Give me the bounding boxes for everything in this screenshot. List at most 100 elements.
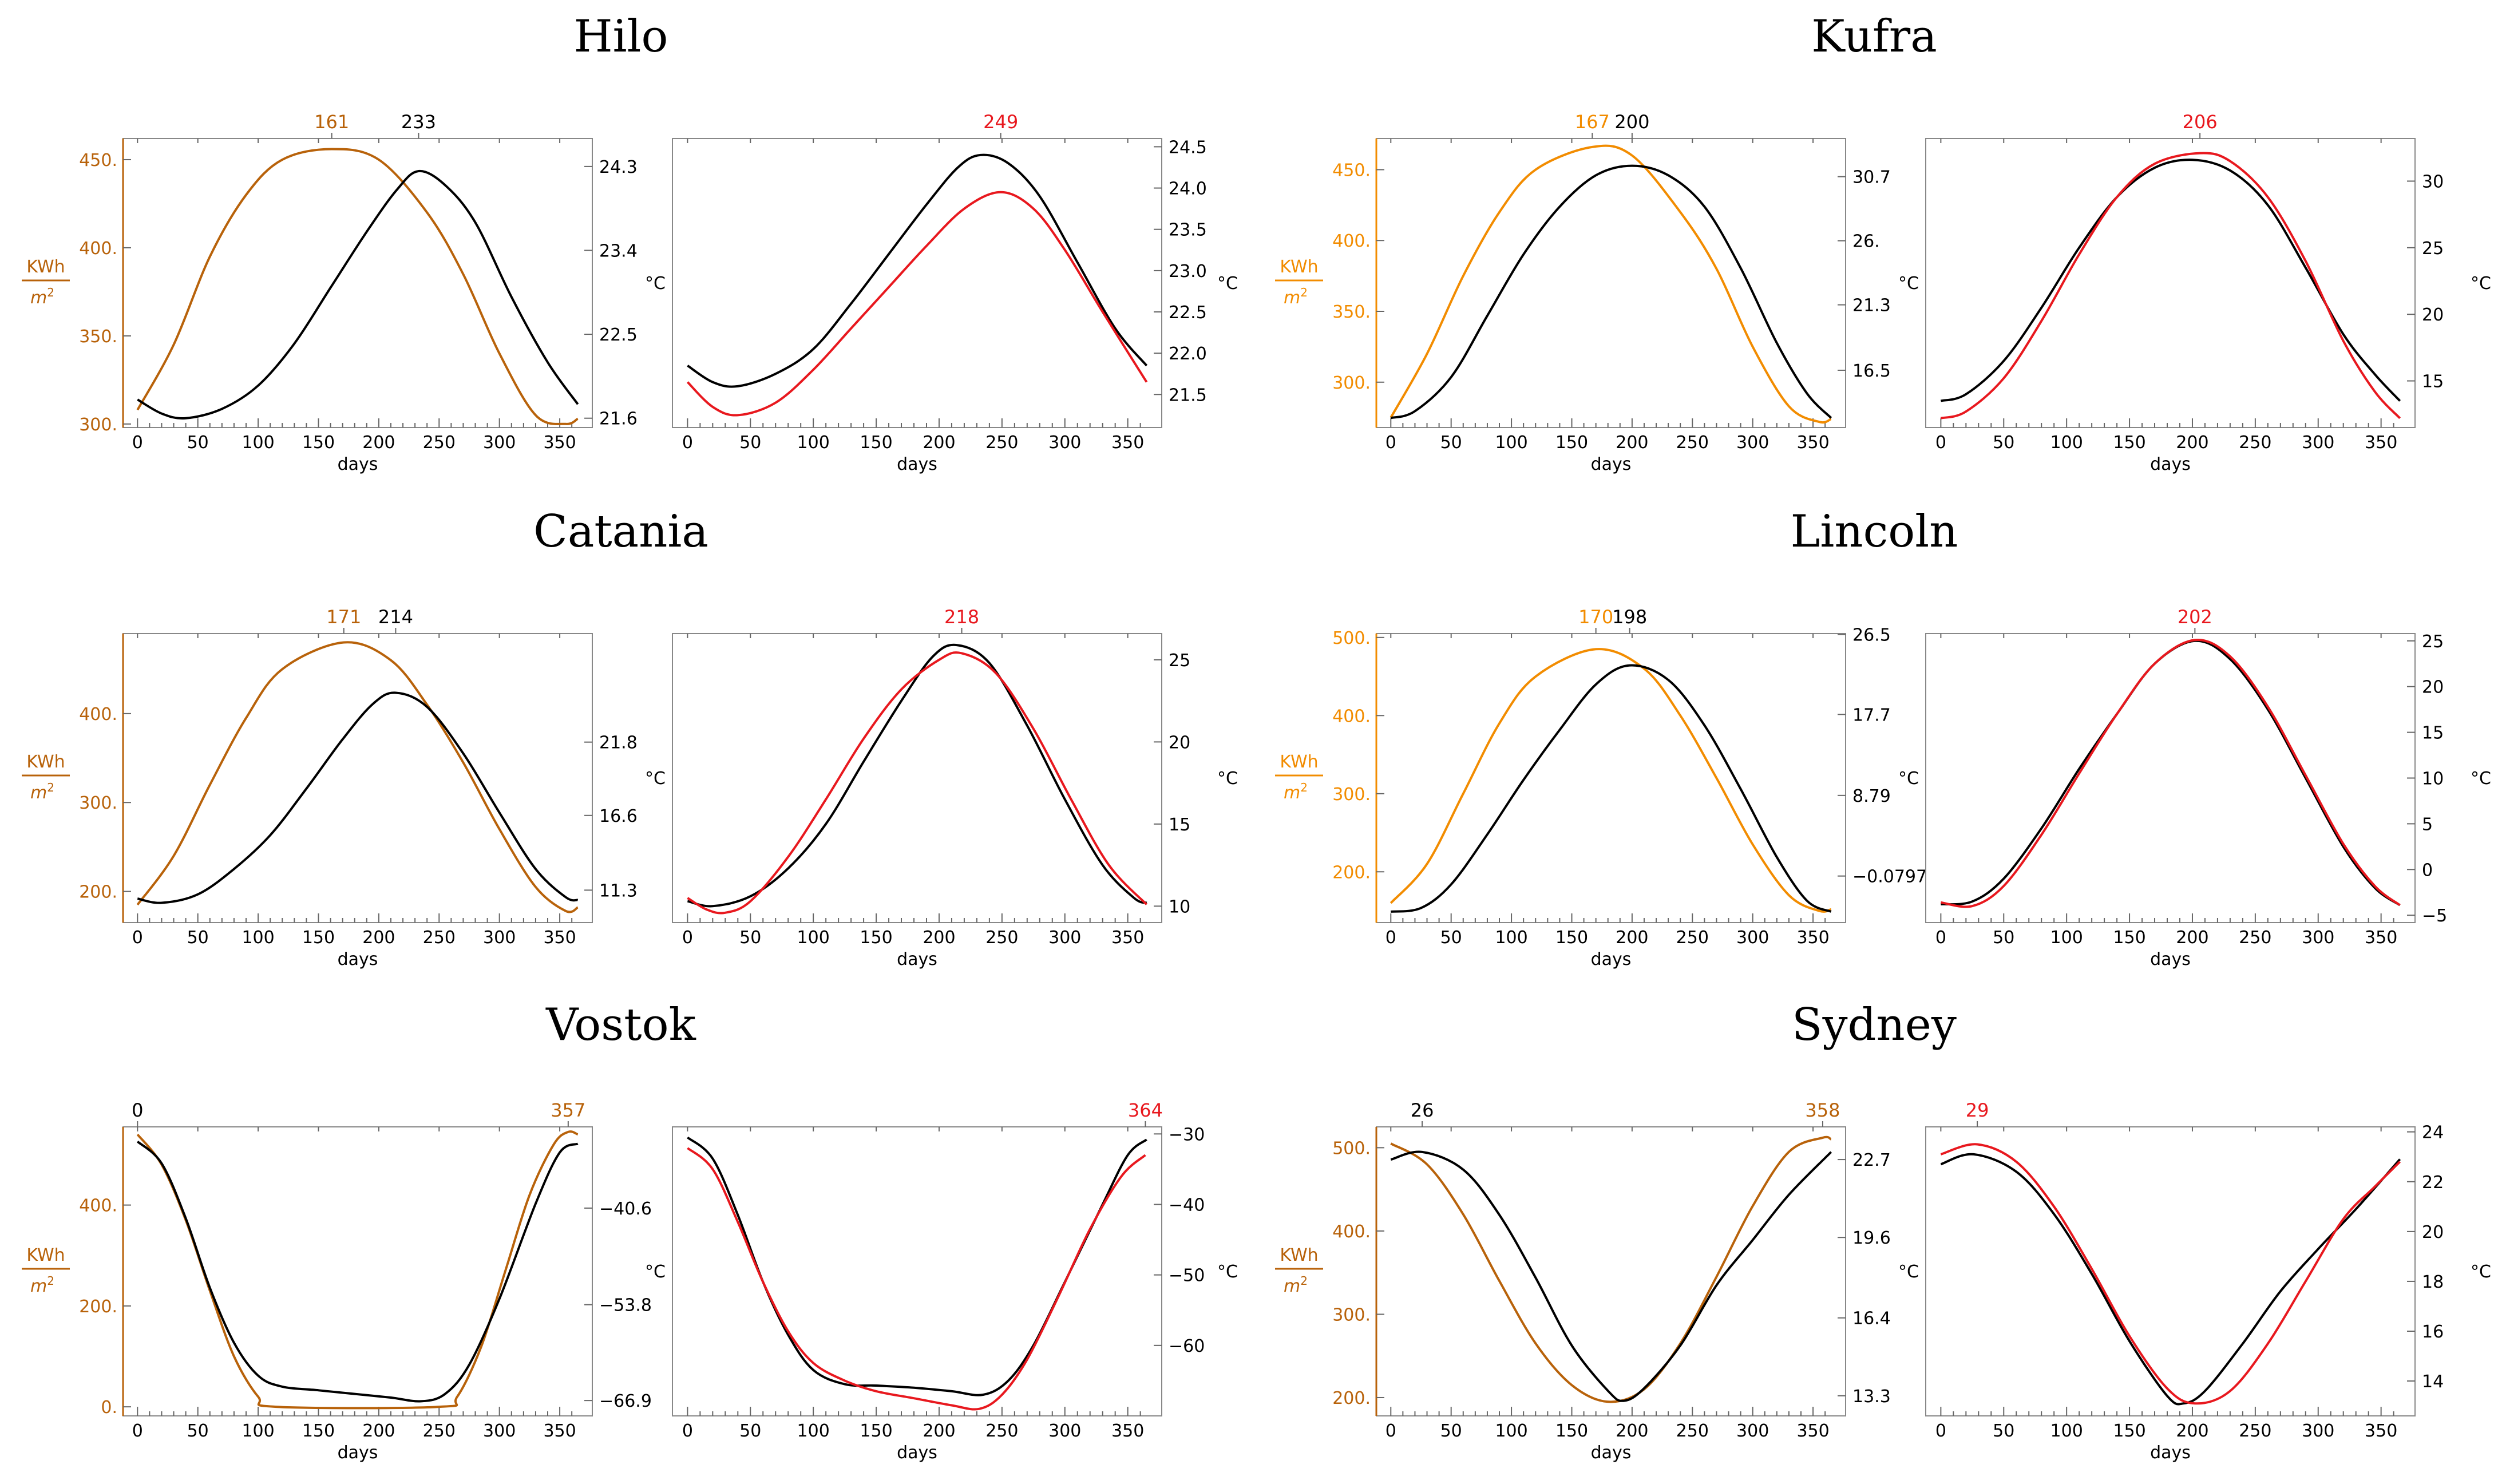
plot-frame (672, 633, 1162, 923)
y-unit-label: °C (2471, 1262, 2491, 1282)
y-unit-label: °C (1217, 274, 1238, 294)
y-unit-label: °C (2471, 274, 2491, 294)
y-tick-label: 15 (2422, 372, 2444, 392)
x-tick-label: 250 (2239, 1421, 2271, 1441)
x-tick-label: 200 (1616, 433, 1648, 453)
y1-unit-denominator: m2 (1284, 781, 1308, 803)
peak-day-label: 206 (2183, 111, 2218, 133)
x-tick-label: 300 (2302, 1421, 2334, 1441)
y2-tick-label: 16.5 (1852, 361, 1891, 381)
y-tick-label: 15 (2422, 723, 2444, 743)
x-tick-label: 150 (302, 433, 335, 453)
peak-day-label: 171 (326, 606, 361, 628)
irradiance-temperature-chart: 0 50 100 150 200 250 300 350 days 300. 350. 400. 450… (22, 111, 666, 474)
irradiance-temperature-chart: 0 50 100 150 200 250 300 350 days 300. 350. 400. 450… (1275, 111, 1919, 474)
y-tick-label: 24.5 (1169, 137, 1207, 157)
y2-tick-label: 24.3 (599, 157, 638, 177)
x-tick-label: 100 (1495, 928, 1527, 948)
x-tick-label: 300 (1048, 1421, 1081, 1441)
y1-unit-numerator: KWh (26, 257, 65, 277)
x-tick-label: 0 (1385, 1421, 1396, 1441)
temperature-model-chart: 0 50 100 150 200 250 300 350 days 10 15 20 25 °C 218 (672, 606, 1238, 969)
x-tick-label: 150 (1555, 1421, 1588, 1441)
x-tick-label: 0 (1935, 1421, 1946, 1441)
peak-day-label: 0 (132, 1099, 143, 1121)
y-tick-label: 22.0 (1169, 344, 1207, 364)
y2-unit-label: °C (1898, 274, 1919, 294)
peak-day-label: 29 (1966, 1099, 1989, 1121)
irradiance-temperature-chart: 0 50 100 150 200 250 300 350 days 200. 300. 400. 500… (1275, 606, 1927, 969)
x-tick-label: 150 (1555, 433, 1588, 453)
y1-tick-label: 350. (1332, 302, 1371, 322)
y2-unit-label: °C (1898, 769, 1919, 789)
plot-frame (122, 138, 593, 428)
city-title: Hilo (574, 11, 668, 62)
y1-tick-label: 0. (101, 1398, 117, 1418)
peak-day-label: 364 (1128, 1099, 1163, 1121)
y1-tick-label: 400. (1332, 1222, 1371, 1242)
x-tick-label: 300 (1048, 928, 1081, 948)
x-tick-label: 0 (1385, 928, 1396, 948)
x-tick-label: 100 (2050, 1421, 2083, 1441)
city-panel-hilo: Hilo 0 50 100 150 200 250 300 350 days 300. 350. 400… (22, 11, 1238, 474)
y-tick-label: 21.5 (1169, 385, 1207, 405)
temperature-line (1390, 1150, 1832, 1402)
x-tick-label: 350 (2365, 433, 2397, 453)
y-unit-label: °C (1217, 769, 1238, 789)
y2-tick-label: 21.3 (1852, 296, 1891, 316)
x-axis-label: days (897, 1443, 937, 1463)
x-axis-label: days (338, 1443, 378, 1463)
y1-tick-label: 450. (79, 151, 117, 171)
temperature-line (137, 169, 579, 420)
x-tick-label: 50 (1993, 1421, 2014, 1441)
y-tick-label: 22.5 (1169, 303, 1207, 323)
y1-unit-numerator: KWh (1280, 257, 1318, 277)
x-tick-label: 200 (362, 433, 395, 453)
x-tick-label: 100 (2050, 433, 2083, 453)
city-title: Lincoln (1791, 506, 1958, 557)
x-tick-label: 300 (1736, 928, 1769, 948)
temperature-line (1391, 664, 1832, 913)
x-tick-label: 150 (302, 1421, 335, 1441)
peak-day-label: 161 (314, 111, 349, 133)
y-tick-label: −5 (2422, 906, 2447, 926)
x-tick-label: 50 (739, 928, 761, 948)
x-tick-label: 0 (682, 433, 693, 453)
x-tick-label: 300 (483, 1421, 516, 1441)
y2-tick-label: −0.0797 (1852, 867, 1927, 887)
y-tick-label: 0 (2422, 860, 2433, 880)
x-axis-label: days (2150, 454, 2191, 474)
x-tick-label: 350 (1796, 928, 1829, 948)
y2-tick-label: 11.3 (599, 881, 638, 901)
y-tick-label: 24.0 (1169, 179, 1207, 199)
x-tick-label: 250 (1676, 433, 1709, 453)
peak-day-label: 357 (551, 1099, 585, 1121)
peak-day-label: 200 (1614, 111, 1649, 133)
y-tick-label: 24 (2422, 1123, 2444, 1143)
peak-day-label: 218 (944, 606, 979, 628)
temperature-line (136, 1141, 579, 1403)
y-tick-label: 5 (2422, 814, 2433, 834)
y1-tick-label: 200. (79, 1297, 117, 1317)
x-tick-label: 150 (860, 1421, 892, 1441)
x-tick-label: 200 (2176, 1421, 2208, 1441)
y-tick-label: 15 (1169, 815, 1190, 835)
x-tick-label: 0 (132, 928, 143, 948)
x-tick-label: 100 (797, 1421, 830, 1441)
x-tick-label: 50 (187, 928, 209, 948)
x-tick-label: 50 (1440, 433, 1462, 453)
model-line (1940, 152, 2401, 420)
x-tick-label: 300 (1736, 1421, 1769, 1441)
peak-day-label: 358 (1805, 1099, 1840, 1121)
plot-frame (1925, 1126, 2416, 1416)
y1-unit-numerator: KWh (1280, 1245, 1318, 1265)
irradiance-line (1390, 1135, 1832, 1403)
y-tick-label: 30 (2422, 172, 2444, 192)
model-line (686, 191, 1148, 417)
x-tick-label: 50 (1440, 928, 1462, 948)
x-tick-label: 0 (682, 928, 693, 948)
y1-unit-denominator: m2 (1284, 286, 1308, 308)
city-title: Sydney (1792, 999, 1957, 1051)
